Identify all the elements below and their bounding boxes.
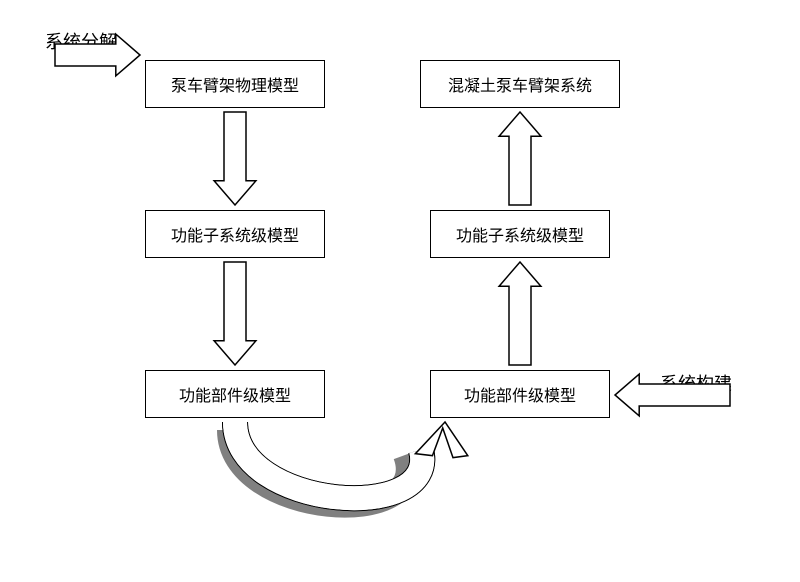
arrow-a_rm_rt bbox=[499, 112, 541, 205]
node-right-mid-text: 功能子系统级模型 bbox=[456, 222, 584, 246]
node-left-bot: 功能部件级模型 bbox=[145, 370, 325, 418]
node-right-mid: 功能子系统级模型 bbox=[430, 210, 610, 258]
label-construct-text: 系统构建 bbox=[660, 374, 732, 394]
arrow-a_rb_rm bbox=[499, 262, 541, 365]
label-decompose: 系统分解 bbox=[45, 28, 117, 54]
arrow-a_lm_lb bbox=[214, 262, 256, 365]
label-decompose-text: 系统分解 bbox=[45, 32, 117, 52]
node-left-mid-text: 功能子系统级模型 bbox=[171, 222, 299, 246]
node-right-bot-text: 功能部件级模型 bbox=[464, 382, 576, 406]
node-left-top-text: 泵车臂架物理模型 bbox=[171, 72, 299, 96]
arrows-layer bbox=[0, 0, 800, 582]
node-right-top: 混凝土泵车臂架系统 bbox=[420, 60, 620, 108]
node-right-bot: 功能部件级模型 bbox=[430, 370, 610, 418]
arrow-a_lt_lm bbox=[214, 112, 256, 205]
node-left-mid: 功能子系统级模型 bbox=[145, 210, 325, 258]
node-right-top-text: 混凝土泵车臂架系统 bbox=[448, 72, 592, 96]
label-construct: 系统构建 bbox=[660, 370, 732, 396]
node-left-top: 泵车臂架物理模型 bbox=[145, 60, 325, 108]
node-left-bot-text: 功能部件级模型 bbox=[179, 382, 291, 406]
